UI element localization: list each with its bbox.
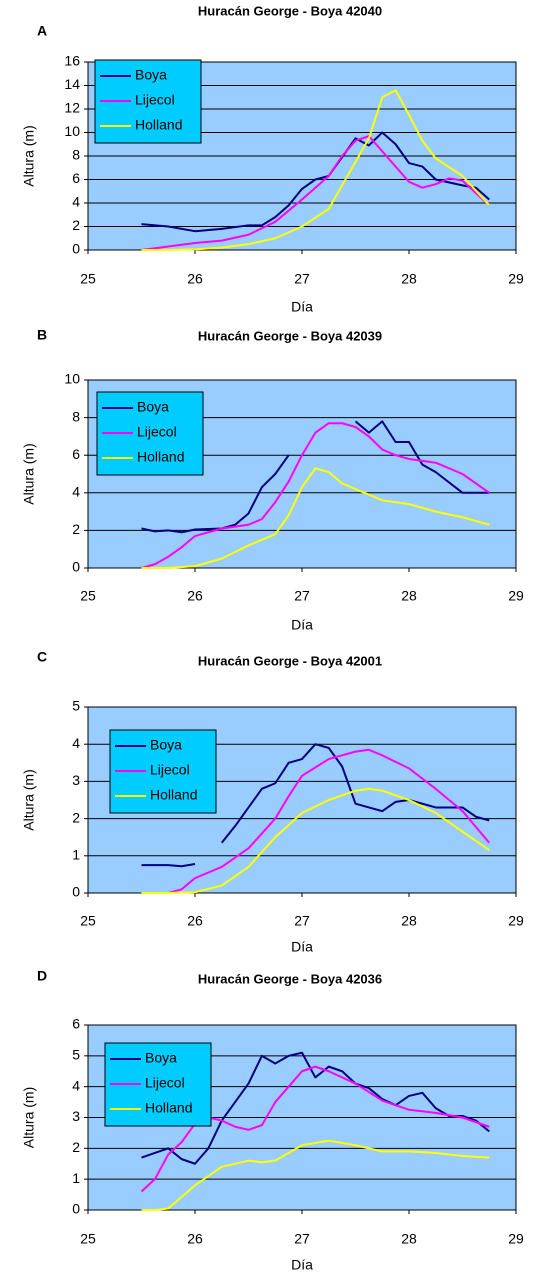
chart-panel: A Huracán George - Boya 42040 0 2 4 6 8 10 12 14 1… bbox=[21, 3, 524, 314]
y-tick-label: 4 bbox=[72, 735, 80, 751]
chart-panel: B Huracán George - Boya 42039 0 2 4 6 8 10 25 26 2… bbox=[21, 327, 524, 633]
x-tick-label: 28 bbox=[401, 913, 417, 929]
legend: Boya Lijecol Holland bbox=[94, 59, 202, 144]
y-tick-label: 6 bbox=[72, 446, 80, 462]
y-tick-label: 0 bbox=[72, 884, 80, 900]
legend-label: Holland bbox=[137, 449, 184, 465]
y-tick-label: 2 bbox=[72, 217, 80, 233]
y-tick-label: 0 bbox=[72, 559, 80, 575]
panel-label: A bbox=[37, 23, 47, 39]
x-tick-label: 29 bbox=[508, 588, 524, 604]
y-tick-label: 2 bbox=[72, 809, 80, 825]
x-axis-label: Día bbox=[291, 939, 313, 955]
y-tick-label: 8 bbox=[72, 408, 80, 424]
x-tick-label: 28 bbox=[401, 271, 417, 287]
series-line bbox=[141, 787, 490, 894]
x-axis-label: Día bbox=[291, 299, 313, 315]
y-tick-label: 4 bbox=[72, 1077, 80, 1093]
chart-title: Huracán George - Boya 42036 bbox=[198, 971, 382, 986]
y-tick-label: 5 bbox=[72, 1047, 80, 1063]
y-tick-label: 10 bbox=[64, 123, 80, 139]
legend: Boya Lijecol Holland bbox=[104, 1042, 212, 1127]
x-tick-label: 27 bbox=[294, 271, 310, 287]
x-tick-label: 29 bbox=[508, 271, 524, 287]
y-tick-label: 12 bbox=[64, 100, 80, 116]
y-axis-label: Altura (m) bbox=[21, 125, 37, 186]
x-tick-label: 25 bbox=[80, 1231, 96, 1247]
chart-panel: C Huracán George - Boya 42001 0 1 2 3 4 5 25 26 27… bbox=[21, 649, 524, 955]
panel-label: B bbox=[37, 327, 47, 343]
y-tick-label: 8 bbox=[72, 147, 80, 163]
legend-label: Holland bbox=[145, 1100, 192, 1116]
x-tick-label: 29 bbox=[508, 1231, 524, 1247]
legend: Boya Lijecol Holland bbox=[109, 729, 217, 814]
legend-label: Boya bbox=[135, 67, 167, 83]
legend-label: Boya bbox=[150, 737, 182, 753]
y-tick-label: 2 bbox=[72, 1139, 80, 1155]
x-tick-label: 28 bbox=[401, 588, 417, 604]
y-tick-label: 5 bbox=[72, 698, 80, 714]
legend-label: Lijecol bbox=[150, 762, 190, 778]
legend-label: Boya bbox=[137, 399, 169, 415]
series-line bbox=[141, 743, 490, 868]
y-axis-label: Altura (m) bbox=[21, 443, 37, 504]
x-tick-label: 25 bbox=[80, 913, 96, 929]
y-tick-label: 1 bbox=[72, 1170, 80, 1186]
y-tick-label: 1 bbox=[72, 847, 80, 863]
y-tick-label: 6 bbox=[72, 1016, 80, 1032]
legend-label: Boya bbox=[145, 1050, 177, 1066]
chart-title: Huracán George - Boya 42039 bbox=[198, 328, 382, 343]
series-line bbox=[140, 1065, 490, 1193]
y-tick-label: 0 bbox=[72, 1201, 80, 1217]
x-axis-label: Día bbox=[291, 617, 313, 633]
x-tick-label: 27 bbox=[294, 1231, 310, 1247]
legend-label: Lijecol bbox=[145, 1075, 185, 1091]
y-tick-label: 10 bbox=[64, 371, 80, 387]
series-line bbox=[141, 135, 490, 251]
series-line bbox=[141, 89, 490, 251]
chart-title: Huracán George - Boya 42001 bbox=[198, 653, 382, 668]
series-line bbox=[141, 422, 490, 569]
series-line bbox=[141, 748, 491, 894]
legend: Boya Lijecol Holland bbox=[96, 391, 204, 476]
panel-label: D bbox=[37, 968, 47, 984]
legend-label: Holland bbox=[150, 787, 197, 803]
y-tick-label: 3 bbox=[72, 772, 80, 788]
x-tick-label: 28 bbox=[401, 1231, 417, 1247]
series-line bbox=[141, 467, 490, 569]
x-tick-label: 26 bbox=[187, 271, 203, 287]
x-tick-label: 27 bbox=[294, 913, 310, 929]
panel-label: C bbox=[37, 649, 47, 665]
x-tick-label: 27 bbox=[294, 588, 310, 604]
y-tick-label: 0 bbox=[72, 241, 80, 257]
series-line bbox=[141, 1051, 490, 1165]
x-tick-label: 25 bbox=[80, 271, 96, 287]
x-tick-label: 26 bbox=[187, 1231, 203, 1247]
chart-panel: D Huracán George - Boya 42036 0 1 2 3 4 5 6 25 26 2… bbox=[21, 968, 524, 1273]
x-tick-label: 26 bbox=[187, 913, 203, 929]
y-axis-label: Altura (m) bbox=[21, 769, 37, 830]
x-axis-label: Día bbox=[291, 1257, 313, 1273]
y-tick-label: 3 bbox=[72, 1108, 80, 1124]
x-tick-label: 29 bbox=[508, 913, 524, 929]
y-tick-label: 14 bbox=[64, 76, 80, 92]
legend-label: Lijecol bbox=[135, 92, 175, 108]
series-line bbox=[141, 1139, 490, 1211]
y-tick-label: 2 bbox=[72, 521, 80, 537]
legend-label: Lijecol bbox=[137, 424, 177, 440]
chart-title: Huracán George - Boya 42040 bbox=[198, 3, 382, 18]
x-tick-label: 26 bbox=[187, 588, 203, 604]
y-axis-label: Altura (m) bbox=[21, 1087, 37, 1148]
y-tick-label: 16 bbox=[64, 53, 80, 69]
x-tick-label: 25 bbox=[80, 588, 96, 604]
y-tick-label: 4 bbox=[72, 194, 80, 210]
legend-label: Holland bbox=[135, 117, 182, 133]
y-tick-label: 4 bbox=[72, 484, 80, 500]
y-tick-label: 6 bbox=[72, 170, 80, 186]
